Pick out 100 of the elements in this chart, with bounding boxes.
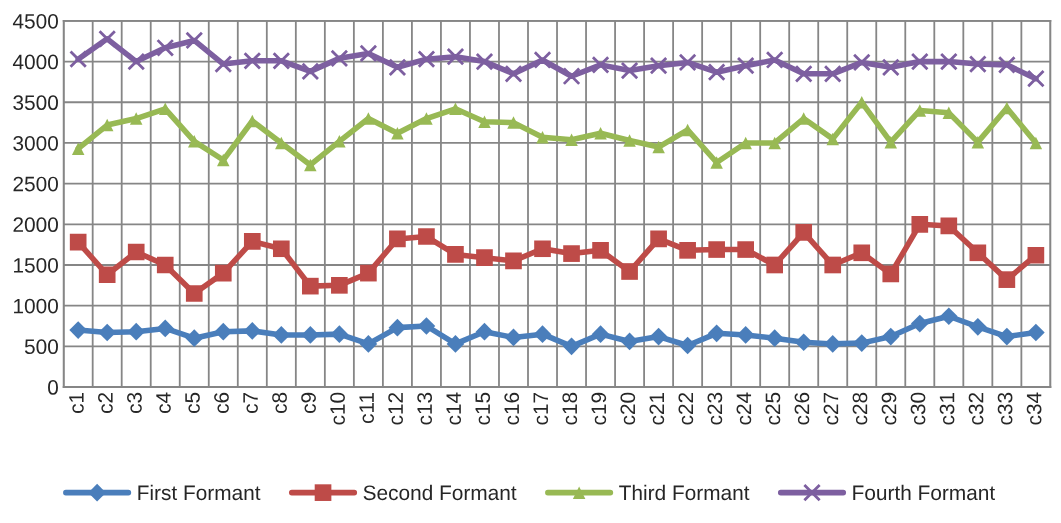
point [533,50,552,69]
point [507,116,520,129]
x-tick-label: c6 [214,392,229,413]
x-tick-label: c10 [330,392,345,425]
point [217,153,230,167]
x-tick-label: c5 [185,392,200,413]
x-tick-label: c1 [69,392,84,413]
point [881,58,900,77]
x-tick-label: c3 [127,392,142,413]
point [910,314,929,333]
point [852,53,871,72]
point [71,142,85,155]
point [359,44,378,63]
x-tick-label: c24 [736,392,752,425]
point [478,115,491,129]
point [911,215,929,233]
y-tick-label: 2000 [13,217,58,233]
point [1026,69,1045,88]
point [649,327,668,346]
point [214,264,232,282]
y-tick-label: 1500 [14,257,58,273]
point [475,322,494,341]
x-tick-label: c32 [968,392,984,425]
legend-label: Third Formant [619,484,750,501]
point [563,245,580,262]
x-tick-label: c9 [301,392,316,413]
point [649,56,668,75]
point [301,62,320,81]
x-tick-label: c33 [997,392,1013,425]
point [275,136,288,150]
point [652,140,665,154]
point [446,47,465,66]
x-tick-label: c15 [475,392,491,425]
point [127,52,146,71]
point [650,230,667,248]
point [736,56,755,75]
point [768,136,781,150]
x-tick-label: c17 [533,392,549,425]
point [620,332,639,351]
point [98,29,117,48]
point [678,336,697,355]
x-tick-label: c29 [881,392,897,425]
x-tick-label: c25 [765,392,781,425]
point [185,329,204,348]
point [824,256,842,274]
point [620,61,639,80]
point [1027,246,1045,264]
point [794,64,813,83]
x-tick-label: c7 [243,392,258,413]
point [476,249,493,266]
point [243,233,261,250]
point [475,52,494,71]
point [185,31,204,50]
y-tick-label: 2500 [13,176,58,192]
point [214,55,233,74]
point [304,158,317,172]
point [823,64,842,83]
point [910,52,929,71]
point [826,132,839,146]
point [360,264,377,282]
point [243,51,262,70]
point [156,256,174,274]
point [678,53,697,72]
point [565,133,578,146]
point [504,64,523,83]
x-tick-label: c20 [620,392,636,425]
point [129,112,143,125]
point [591,325,610,343]
point [998,271,1016,288]
point [621,263,638,280]
point [679,242,696,259]
x-tick-label: c23 [707,392,723,425]
point [940,217,958,235]
point [272,51,291,70]
x-tick-label: c28 [852,392,868,425]
point [272,240,290,258]
point [765,50,784,69]
point [562,67,581,86]
legend-label: Fourth Formant [853,484,995,501]
point [881,327,900,346]
x-tick-label: c34 [1026,392,1042,425]
point [391,126,404,140]
point [185,285,203,302]
point [418,228,435,245]
point [969,317,987,336]
x-tick-label: c11 [359,392,374,424]
point [69,233,87,251]
point [446,335,465,353]
point [998,327,1016,346]
point [766,256,784,274]
point [710,156,723,169]
y-tick-label: 1000 [14,298,58,314]
point [737,241,754,258]
point [739,136,752,150]
point [533,325,552,343]
point [884,135,898,149]
point [592,242,609,259]
point [330,49,349,68]
point [69,50,88,69]
point [127,243,145,261]
